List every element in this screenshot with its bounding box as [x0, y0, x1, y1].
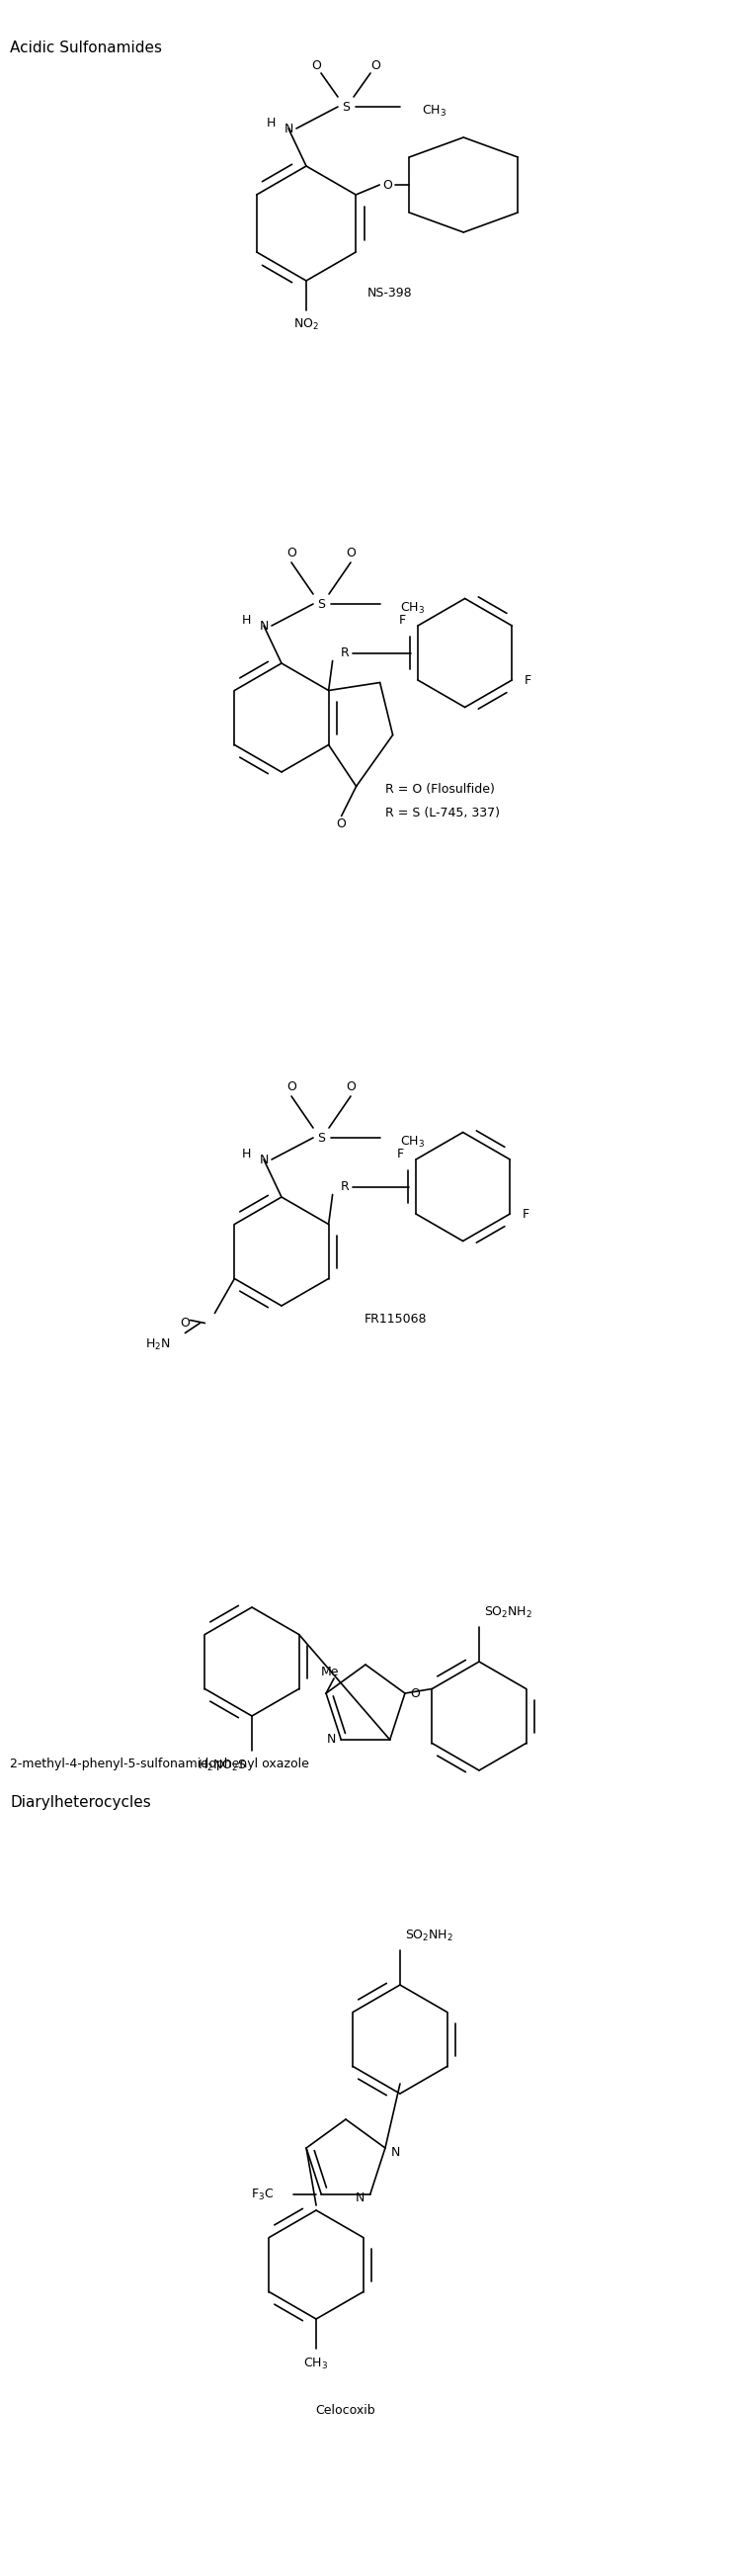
- Text: F: F: [522, 1208, 529, 1221]
- Text: CH$_3$: CH$_3$: [400, 1133, 425, 1149]
- Text: O: O: [346, 546, 356, 559]
- Text: SO$_2$NH$_2$: SO$_2$NH$_2$: [405, 1927, 453, 1942]
- Text: N: N: [259, 1154, 269, 1167]
- Text: S: S: [317, 1131, 325, 1144]
- Text: H: H: [266, 116, 275, 129]
- Text: CH$_3$: CH$_3$: [422, 103, 447, 118]
- Text: H: H: [242, 1146, 250, 1159]
- Text: Diarylheterocycles: Diarylheterocycles: [10, 1795, 151, 1811]
- Text: NO$_2$: NO$_2$: [293, 317, 319, 332]
- Text: FR115068: FR115068: [364, 1311, 426, 1324]
- Text: O: O: [371, 59, 380, 72]
- Text: H$_2$NO$_2$S: H$_2$NO$_2$S: [198, 1757, 247, 1772]
- Text: N: N: [326, 1734, 336, 1747]
- Text: F: F: [524, 675, 531, 688]
- Text: N: N: [259, 618, 269, 631]
- Text: O: O: [410, 1687, 420, 1700]
- Text: NS-398: NS-398: [368, 286, 412, 299]
- Text: Acidic Sulfonamides: Acidic Sulfonamides: [10, 41, 162, 54]
- Text: N: N: [284, 121, 293, 134]
- Text: S: S: [342, 100, 350, 113]
- Text: F: F: [399, 613, 406, 626]
- Text: O: O: [180, 1316, 190, 1329]
- Text: O: O: [383, 178, 392, 191]
- Text: O: O: [287, 1079, 296, 1092]
- Text: CH$_3$: CH$_3$: [304, 2357, 328, 2370]
- Text: N: N: [391, 2146, 400, 2159]
- Text: SO$_2$NH$_2$: SO$_2$NH$_2$: [484, 1605, 532, 1620]
- Text: F: F: [396, 1146, 404, 1159]
- Text: R = O (Flosulfide): R = O (Flosulfide): [385, 783, 495, 796]
- Text: N: N: [356, 2192, 365, 2205]
- Text: F$_3$C: F$_3$C: [251, 2187, 274, 2202]
- Text: Me: Me: [321, 1664, 339, 1677]
- Text: S: S: [317, 598, 325, 611]
- Text: O: O: [346, 1079, 356, 1092]
- Text: R: R: [340, 1180, 349, 1193]
- Text: O: O: [337, 817, 346, 829]
- Text: Celocoxib: Celocoxib: [316, 2403, 376, 2416]
- Text: O: O: [311, 59, 321, 72]
- Text: R = S (L-745, 337): R = S (L-745, 337): [385, 806, 500, 819]
- Text: CH$_3$: CH$_3$: [400, 600, 425, 616]
- Text: O: O: [287, 546, 296, 559]
- Text: H$_2$N: H$_2$N: [145, 1337, 170, 1352]
- Text: H: H: [242, 613, 250, 626]
- Text: 2-methyl-4-phenyl-5-sulfonamidophenyl oxazole: 2-methyl-4-phenyl-5-sulfonamidophenyl ox…: [10, 1757, 309, 1770]
- Text: R: R: [340, 647, 349, 659]
